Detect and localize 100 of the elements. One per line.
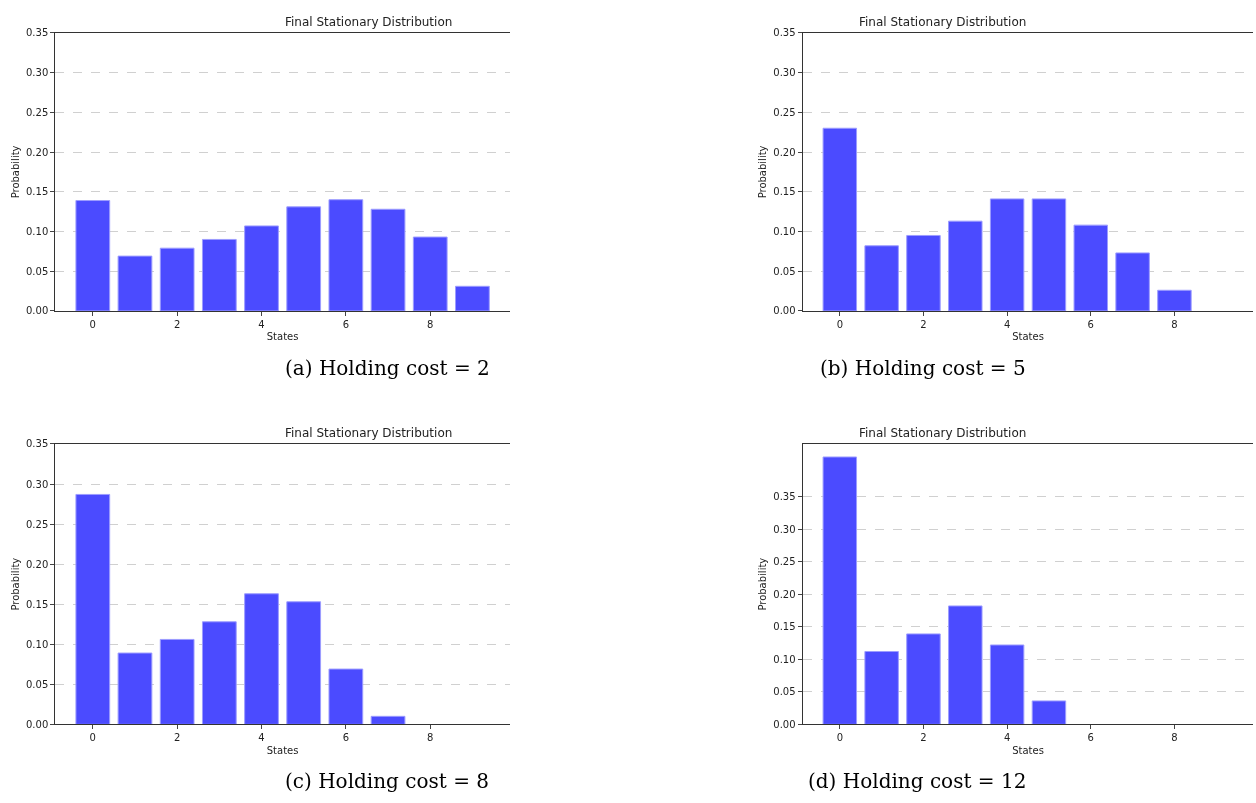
y-tick-label: 0.20 (26, 146, 49, 158)
chart-title: Final Stationary Distribution (859, 426, 1027, 440)
y-tick-label: 0.25 (773, 556, 796, 568)
y-tick-label: 0.20 (773, 146, 796, 158)
x-tick-label: 8 (1171, 318, 1178, 330)
y-tick-label: 0.30 (26, 478, 49, 490)
y-tick-label: 0.05 (26, 678, 49, 690)
bar (989, 644, 1025, 725)
bar (989, 198, 1025, 311)
x-tick-label: 2 (173, 732, 181, 744)
bar (328, 199, 364, 311)
y-tick-label: 0.15 (26, 186, 49, 198)
bar (864, 245, 899, 311)
y-tick-label: 0.10 (773, 653, 796, 665)
bar (906, 234, 941, 311)
text: (a) Holding cost = 2 (285, 356, 490, 380)
y-tick-label: 0.25 (26, 518, 49, 530)
text: (d) Holding cost = 12 (808, 769, 1027, 793)
y-tick-label: 0.00 (773, 718, 796, 730)
y-tick-label: 0.00 (26, 305, 49, 317)
x-axis-title: States (1012, 744, 1044, 756)
bar (244, 225, 279, 311)
x-tick-label: 2 (920, 732, 927, 744)
bar (75, 493, 111, 725)
bar (117, 652, 153, 725)
x-tick-label: 0 (836, 732, 843, 744)
y-tick-label: 0.35 (773, 491, 796, 503)
bar (948, 220, 983, 311)
y-tick-label: 0.10 (26, 226, 49, 237)
y-tick-label: 0.15 (773, 621, 796, 633)
bar (455, 285, 490, 311)
x-tick-label: 6 (342, 732, 350, 744)
x-tick-label: 2 (173, 318, 181, 330)
y-tick-label: 0.30 (26, 67, 49, 79)
x-tick-label: 4 (258, 732, 265, 744)
y-tick-label: 0.05 (26, 265, 49, 277)
x-tick-label: 0 (89, 318, 96, 330)
x-tick-label: 2 (920, 318, 927, 330)
x-tick-label: 4 (1003, 732, 1011, 744)
y-axis-title: Probability (10, 557, 21, 611)
x-tick-label: 6 (342, 318, 350, 330)
bar (286, 206, 322, 311)
y-tick-label: 0.20 (773, 588, 796, 600)
chart-title: Final Stationary Distribution (859, 15, 1027, 29)
x-axis-title: States (266, 744, 299, 756)
x-tick-label: 0 (89, 732, 96, 744)
y-tick-label: 0.15 (26, 598, 49, 610)
x-tick-label: 4 (258, 318, 265, 330)
x-tick-label: 6 (1087, 732, 1094, 744)
text: (b) Holding cost = 5 (820, 356, 1026, 380)
y-tick-label: 0.35 (26, 27, 49, 39)
y-tick-label: 0.05 (773, 265, 796, 277)
x-axis-title: States (1012, 331, 1044, 343)
y-tick-label: 0.30 (773, 523, 796, 535)
bar (822, 127, 858, 311)
bar (822, 456, 858, 725)
x-tick-label: 0 (836, 318, 843, 330)
y-tick-label: 0.10 (773, 226, 796, 237)
y-axis-title: Probability (757, 557, 769, 611)
bar (1031, 198, 1067, 311)
y-tick-label: 0.30 (773, 67, 796, 79)
x-tick-label: 6 (1087, 318, 1094, 330)
bar (370, 208, 406, 311)
bar (201, 621, 237, 725)
bar (201, 238, 237, 311)
x-tick-label: 4 (1003, 318, 1011, 330)
text: (c) Holding cost = 8 (285, 769, 490, 793)
bar (1031, 700, 1067, 725)
bar (159, 247, 195, 311)
bar (1157, 289, 1192, 311)
y-tick-label: 0.10 (26, 638, 49, 650)
bar (159, 638, 195, 725)
x-tick-label: 8 (1171, 732, 1178, 744)
x-tick-label: 8 (427, 318, 434, 330)
y-tick-label: 0.15 (773, 186, 796, 198)
y-tick-label: 0.25 (773, 106, 796, 118)
y-axis-title: Probability (10, 145, 21, 199)
chart-title: Final Stationary Distribution (285, 15, 453, 29)
y-tick-label: 0.00 (773, 305, 796, 317)
bar (286, 601, 322, 725)
bar (370, 715, 406, 725)
bar (948, 605, 983, 725)
bar (244, 593, 279, 725)
x-axis-title: States (266, 331, 299, 343)
y-tick-label: 0.35 (773, 27, 796, 39)
y-axis-title: Probability (757, 145, 769, 199)
y-tick-label: 0.00 (26, 718, 49, 730)
y-tick-label: 0.35 (26, 438, 49, 450)
y-tick-label: 0.05 (773, 686, 796, 698)
bar (906, 633, 941, 725)
x-tick-label: 8 (427, 732, 434, 744)
bar (75, 200, 111, 311)
bar (412, 236, 448, 311)
y-tick-label: 0.20 (26, 558, 49, 570)
y-tick-label: 0.25 (26, 106, 49, 118)
chart-title: Final Stationary Distribution (285, 426, 453, 440)
bar (117, 255, 153, 311)
bar (864, 650, 899, 725)
bar (1073, 224, 1108, 311)
bar (1115, 252, 1150, 311)
